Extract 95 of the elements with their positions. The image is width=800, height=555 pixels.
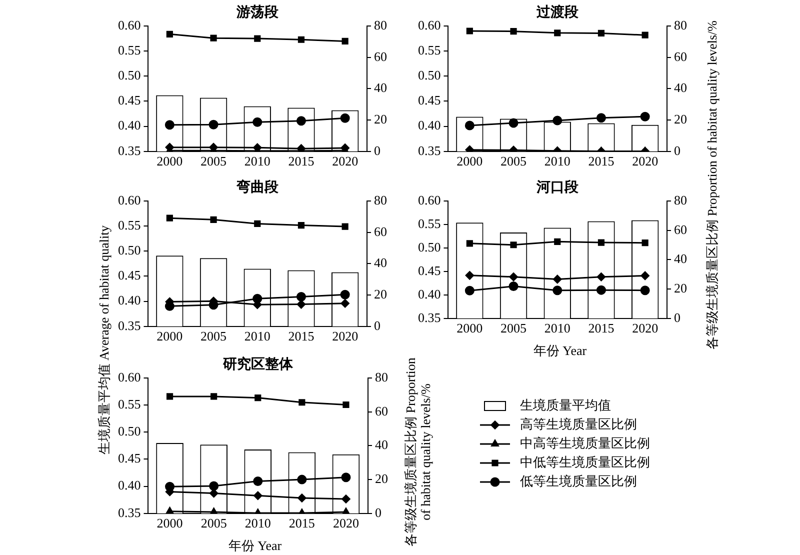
x-axis-title: 年份 Year bbox=[533, 343, 587, 358]
y2-tick-label: 60 bbox=[375, 403, 388, 418]
y2-tick-label: 80 bbox=[374, 192, 387, 208]
y-tick-label: 0.50 bbox=[118, 68, 141, 83]
x-tick-label: 2005 bbox=[200, 328, 227, 344]
y-axis-title: 生境质量平均值 Average of habitat quality bbox=[96, 225, 112, 455]
y2-tick-label: 80 bbox=[375, 369, 388, 384]
y-tick-label: 0.50 bbox=[118, 242, 141, 258]
chart-title: 弯曲段 bbox=[235, 178, 280, 196]
y2-tick-label: 60 bbox=[374, 224, 387, 239]
x-tick-label: 2005 bbox=[200, 154, 227, 169]
y-tick-label: 0.40 bbox=[118, 292, 141, 308]
y-tick-label: 0.45 bbox=[118, 92, 141, 108]
y-tick-label: 0.60 bbox=[418, 192, 441, 208]
y-tick-label: 0.45 bbox=[118, 450, 141, 466]
y-tick-label: 0.45 bbox=[418, 262, 441, 278]
legend-label: 中低等生境质量区比例 bbox=[520, 454, 650, 470]
legend-label: 高等生境质量区比例 bbox=[520, 416, 637, 432]
chart-title: 过渡段 bbox=[535, 4, 580, 21]
y2-tick-label: 60 bbox=[674, 222, 687, 237]
x-tick-label: 2010 bbox=[544, 320, 570, 336]
y2-tick-label: 0 bbox=[374, 142, 380, 158]
y-tick-label: 0.50 bbox=[418, 239, 441, 254]
x-tick-label: 2010 bbox=[244, 154, 270, 169]
y-tick-label: 0.60 bbox=[118, 17, 141, 32]
legend-label: 低等生境质量区比例 bbox=[520, 473, 637, 488]
y2-tick-label: 80 bbox=[374, 17, 387, 32]
x-tick-label: 2010 bbox=[544, 154, 570, 169]
y2-tick-label: 20 bbox=[674, 280, 687, 296]
x-axis-title: 年份 Year bbox=[228, 538, 282, 553]
x-tick-label: 2010 bbox=[244, 516, 271, 531]
y-tick-label: 0.35 bbox=[118, 318, 141, 333]
y2-tick-label: 60 bbox=[674, 48, 687, 64]
y2-tick-label: 80 bbox=[674, 192, 687, 208]
chart-title: 研究区整体 bbox=[222, 356, 294, 373]
x-tick-label: 2020 bbox=[632, 154, 658, 169]
x-tick-label: 2020 bbox=[632, 320, 658, 336]
y-tick-label: 0.35 bbox=[118, 504, 141, 520]
y2-tick-label: 60 bbox=[374, 48, 387, 64]
y2-tick-label: 40 bbox=[374, 255, 387, 270]
y-tick-label: 0.40 bbox=[418, 286, 441, 302]
x-tick-label: 2000 bbox=[156, 328, 183, 344]
y-tick-label: 0.40 bbox=[418, 118, 441, 133]
y-tick-label: 0.60 bbox=[418, 17, 441, 32]
y-tick-label: 0.55 bbox=[118, 396, 141, 412]
y2-tick-label: 20 bbox=[374, 286, 387, 302]
y-tick-label: 0.40 bbox=[118, 118, 141, 133]
x-tick-label: 2000 bbox=[456, 154, 483, 169]
y2-axis-title: 各等级生境质量区比例 Proportion of habitat quality levels/% bbox=[403, 357, 433, 547]
y2-axis-title: 各等级生境质量区比例 Proportion of habitat quality levels/% bbox=[704, 20, 720, 350]
legend-label: 生境质量平均值 bbox=[520, 397, 611, 412]
x-tick-label: 2020 bbox=[332, 154, 358, 169]
y2-tick-label: 20 bbox=[674, 111, 687, 126]
x-tick-label: 2020 bbox=[332, 328, 358, 344]
y2-tick-label: 0 bbox=[375, 504, 382, 520]
y-tick-label: 0.45 bbox=[118, 268, 141, 283]
y-tick-label: 0.35 bbox=[418, 142, 441, 158]
y2-tick-label: 20 bbox=[375, 470, 388, 486]
chart-title: 游荡段 bbox=[235, 4, 280, 21]
y-tick-label: 0.35 bbox=[418, 310, 441, 325]
y-tick-label: 0.60 bbox=[118, 369, 141, 384]
y-tick-label: 0.55 bbox=[118, 42, 141, 58]
x-tick-label: 2015 bbox=[288, 154, 314, 169]
y-tick-label: 0.40 bbox=[118, 478, 141, 493]
x-tick-label: 2015 bbox=[288, 328, 314, 344]
y-tick-label: 0.35 bbox=[118, 142, 141, 158]
x-tick-label: 2005 bbox=[500, 154, 527, 169]
y2-tick-label: 0 bbox=[374, 318, 380, 333]
y2-tick-label: 40 bbox=[375, 437, 388, 452]
x-tick-label: 2015 bbox=[288, 516, 315, 531]
y-tick-label: 0.50 bbox=[118, 424, 141, 439]
y-tick-label: 0.45 bbox=[418, 92, 441, 108]
y-tick-label: 0.55 bbox=[118, 218, 141, 232]
y2-tick-label: 0 bbox=[674, 310, 680, 325]
y2-tick-label: 0 bbox=[674, 142, 680, 158]
y2-tick-label: 40 bbox=[674, 251, 687, 266]
x-tick-label: 2010 bbox=[244, 328, 270, 344]
y-tick-label: 0.60 bbox=[118, 192, 141, 208]
y2-tick-label: 20 bbox=[374, 111, 387, 126]
x-tick-label: 2000 bbox=[456, 320, 483, 336]
y2-tick-label: 80 bbox=[674, 17, 687, 32]
x-tick-label: 2015 bbox=[588, 154, 614, 169]
y-tick-label: 0.55 bbox=[418, 42, 441, 58]
y2-tick-label: 40 bbox=[674, 80, 687, 96]
y2-tick-label: 40 bbox=[374, 80, 387, 96]
x-tick-label: 2000 bbox=[156, 154, 183, 169]
chart-title: 河口段 bbox=[535, 180, 580, 196]
y-tick-label: 0.55 bbox=[418, 216, 441, 231]
x-tick-label: 2015 bbox=[588, 320, 614, 336]
x-tick-label: 2000 bbox=[156, 516, 183, 531]
legend-label: 中高等生境质量区比例 bbox=[520, 435, 650, 450]
x-tick-label: 2020 bbox=[332, 516, 359, 531]
x-tick-label: 2005 bbox=[500, 320, 527, 336]
x-tick-label: 2005 bbox=[200, 516, 227, 531]
y-tick-label: 0.50 bbox=[418, 68, 441, 83]
